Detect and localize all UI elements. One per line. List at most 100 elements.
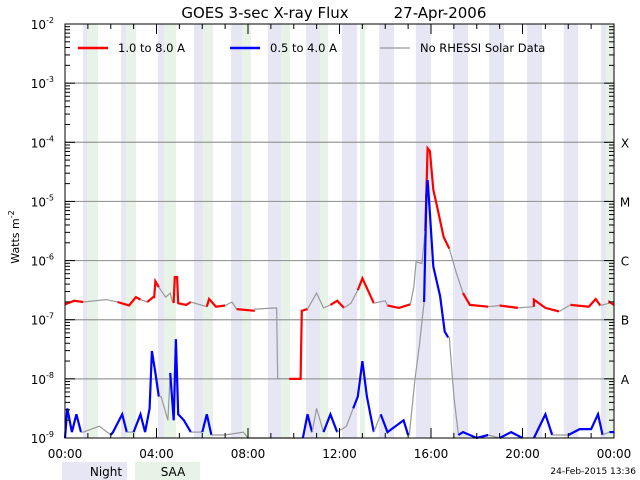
- saa-band: [164, 24, 176, 438]
- y-tick-label-exp: -3: [46, 75, 54, 84]
- series-line-short: [457, 430, 489, 440]
- flare-class-label: A: [621, 373, 630, 387]
- series-line-long: [424, 145, 451, 250]
- no-rhessi-line: [311, 408, 325, 433]
- saa-band: [242, 24, 251, 438]
- y-tick-label-base: 10: [31, 432, 46, 446]
- no-rhessi-line: [373, 300, 389, 306]
- no-rhessi-line: [190, 301, 207, 308]
- y-tick-label-base: 10: [31, 314, 46, 328]
- night-band: [342, 24, 358, 438]
- flare-class-label: B: [621, 314, 629, 328]
- night-band: [121, 24, 127, 438]
- flare-class-label: M: [620, 195, 630, 209]
- data-lines: [63, 145, 615, 440]
- no-rhessi-line: [408, 301, 425, 436]
- y-tick-label-exp: -7: [46, 312, 54, 321]
- no-rhessi-line: [224, 301, 238, 310]
- no-rhessi-line: [254, 307, 290, 380]
- no-rhessi-line: [373, 414, 382, 433]
- no-rhessi-line: [448, 248, 464, 294]
- series-line-long: [532, 297, 560, 313]
- night-band: [452, 24, 469, 438]
- orbit-bands: [83, 24, 614, 438]
- series-line-long: [146, 277, 160, 303]
- y-tick-label-exp: -9: [46, 430, 54, 439]
- x-tick-label: 12:00: [322, 447, 357, 461]
- legend-label: 1.0 to 8.0 A: [118, 41, 185, 55]
- night-band: [415, 24, 431, 438]
- series-line-short: [379, 413, 410, 436]
- no-rhessi-line: [488, 304, 500, 308]
- no-rhessi-line: [306, 291, 331, 310]
- series-line-long: [570, 297, 602, 308]
- x-tick-label: 16:00: [414, 447, 449, 461]
- saa-band: [202, 24, 214, 438]
- series-line-short: [499, 430, 524, 439]
- no-rhessi-line: [81, 425, 112, 436]
- legend-label: 0.5 to 4.0 A: [270, 41, 337, 55]
- y-tick-label-base: 10: [31, 77, 46, 91]
- night-band: [489, 24, 504, 438]
- flare-class-label: C: [621, 255, 629, 269]
- saa-band: [605, 24, 614, 438]
- y-tick-label-exp: -5: [46, 193, 54, 202]
- chart-title: GOES 3-sec X-ray Flux: [181, 4, 348, 22]
- series-line-long: [205, 296, 226, 308]
- y-tick-label-exp: -4: [46, 134, 54, 143]
- chart-date: 27-Apr-2006: [394, 4, 487, 22]
- series-line-short: [169, 339, 192, 433]
- series-line-long: [329, 299, 345, 309]
- y-tick-label-base: 10: [31, 18, 46, 32]
- series-line-short: [109, 411, 128, 436]
- y-tick-label-base: 10: [31, 136, 46, 150]
- series-line-long: [462, 292, 489, 308]
- no-rhessi-line: [409, 230, 426, 305]
- series-line-short: [301, 414, 314, 439]
- series-line-short: [132, 350, 160, 433]
- x-tick-label: 08:00: [231, 447, 266, 461]
- night-band: [267, 24, 281, 438]
- night-band: [527, 24, 542, 438]
- series-line-long: [64, 299, 84, 306]
- no-rhessi-line: [517, 306, 534, 309]
- x-tick-label: 00:00: [48, 447, 83, 461]
- x-tick-label: 04:00: [139, 447, 174, 461]
- band-legend-label: SAA: [161, 465, 186, 479]
- band-legend-swatch: [135, 462, 200, 480]
- flare-class-label: X: [621, 136, 629, 150]
- y-tick-label-base: 10: [31, 255, 46, 269]
- series-line-long: [289, 308, 308, 380]
- saa-band: [86, 24, 98, 438]
- no-rhessi-line: [140, 299, 148, 303]
- no-rhessi-line: [343, 289, 359, 309]
- series-line-long: [387, 303, 411, 310]
- y-tick-label-base: 10: [31, 195, 46, 209]
- no-rhessi-line: [558, 304, 571, 312]
- band-legend-swatch: [62, 462, 127, 480]
- series-line-short: [423, 180, 450, 339]
- saa-band: [280, 24, 291, 438]
- timestamp: 24-Feb-2015 13:36: [550, 467, 636, 477]
- series-line-long: [172, 276, 192, 307]
- night-band: [600, 24, 606, 438]
- no-rhessi-line: [448, 336, 459, 436]
- night-band: [231, 24, 243, 438]
- legend-label: No RHESSI Solar Data: [420, 41, 545, 55]
- no-rhessi-line: [602, 431, 610, 436]
- y-tick-label-base: 10: [31, 373, 46, 387]
- saa-band: [320, 24, 329, 438]
- series-line-short: [63, 408, 83, 439]
- series-line-short: [352, 360, 375, 433]
- x-tick-label: 00:00: [597, 447, 632, 461]
- y-axis-label: Watts m-2: [7, 210, 22, 263]
- series-line-short: [567, 410, 604, 436]
- no-rhessi-line: [83, 298, 118, 303]
- night-band: [563, 24, 579, 438]
- night-band: [194, 24, 203, 438]
- series-line-long: [499, 304, 519, 309]
- series-line-long: [117, 295, 142, 307]
- x-tick-label: 20:00: [505, 447, 540, 461]
